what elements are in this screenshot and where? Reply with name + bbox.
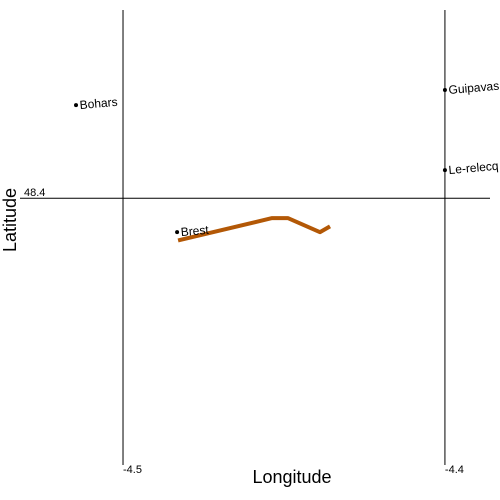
place-label: Guipavas [448, 79, 500, 97]
place-point [442, 88, 447, 93]
y-tick-label: 48.4 [24, 187, 45, 199]
place-point [175, 230, 180, 235]
x-tick-label: -4.4 [445, 464, 464, 476]
place-point [442, 168, 447, 173]
y-axis-title: Latitude [0, 188, 20, 252]
x-axis-title: Longitude [252, 467, 331, 487]
place-label: Le-relecq [448, 159, 499, 177]
x-tick-label: -4.5 [123, 464, 142, 476]
place-label: Bohars [79, 95, 118, 112]
place-point [74, 103, 79, 108]
place-label: Brest [180, 223, 210, 239]
route-line [177, 216, 332, 243]
